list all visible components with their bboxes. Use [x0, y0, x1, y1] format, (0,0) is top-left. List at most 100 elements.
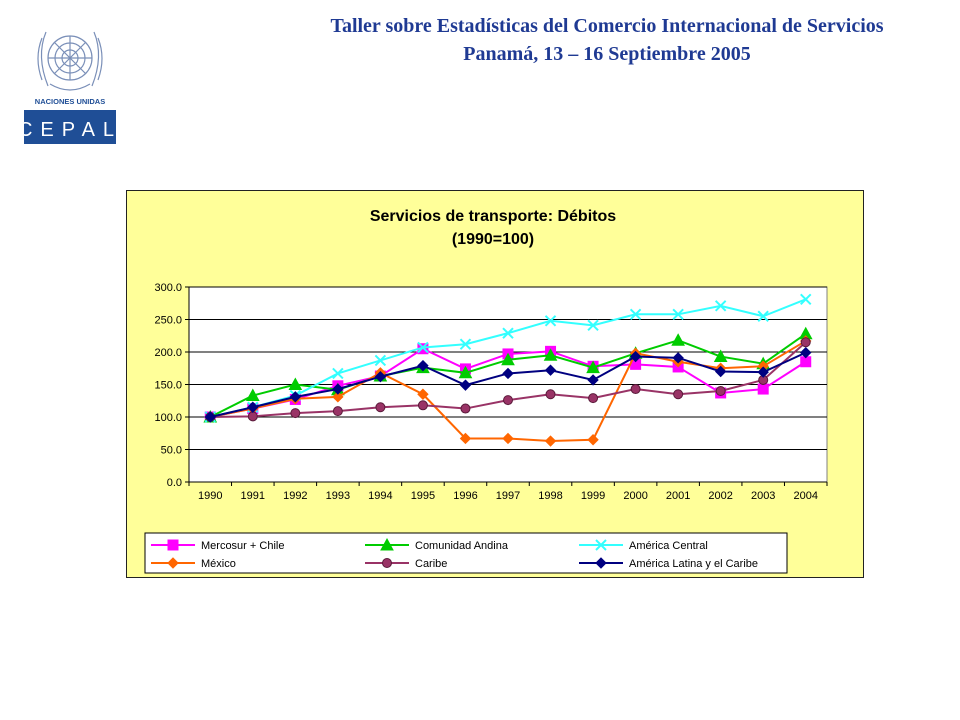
data-point: [417, 359, 429, 372]
data-point: [289, 391, 302, 403]
data-point: [586, 360, 600, 374]
data-point: [544, 364, 557, 376]
y-tick-label: 50.0: [161, 445, 182, 457]
data-point: [247, 411, 258, 422]
data-point: [630, 384, 641, 395]
legend-label: Mercosur + Chile: [201, 540, 284, 552]
data-point: [629, 350, 642, 363]
legend-item: América Latina y el Caribe: [579, 557, 758, 570]
legend-box: [144, 532, 788, 574]
data-point: [757, 310, 769, 322]
data-point: [204, 411, 216, 423]
data-point: [629, 308, 642, 321]
cepal-logo: NACIONES UNIDAS CEPAL: [20, 31, 120, 144]
data-point: [501, 352, 515, 366]
legend-label: México: [201, 558, 236, 570]
x-tick-label: 1994: [368, 490, 392, 502]
y-tick-label: 250.0: [154, 315, 182, 327]
data-point: [245, 388, 260, 402]
data-point: [290, 408, 301, 419]
data-point: [544, 315, 557, 327]
data-point: [459, 432, 472, 445]
data-point: [375, 402, 386, 413]
data-point: [800, 346, 812, 359]
data-point: [800, 293, 812, 306]
y-tick-label: 150.0: [154, 380, 182, 392]
chart-subtitle: (1990=100): [452, 231, 534, 248]
data-point: [713, 349, 728, 363]
x-tick-label: 2000: [623, 490, 647, 502]
data-point: [671, 333, 685, 346]
data-point: [417, 388, 429, 400]
y-tick-label: 0.0: [167, 477, 182, 489]
chart-title: Servicios de transporte: Débitos: [370, 208, 616, 225]
logo-org: NACIONES UNIDAS: [35, 97, 105, 106]
data-point: [460, 403, 471, 414]
un-emblem-icon: [37, 31, 103, 91]
legend-marker: [595, 539, 607, 551]
data-point: [503, 395, 513, 406]
logo-acronym: CEPAL: [20, 119, 120, 141]
logo-band: [24, 110, 116, 144]
x-tick-label: 1999: [581, 490, 605, 502]
series-5: [204, 346, 812, 423]
legend-label: América Central: [629, 540, 708, 552]
legend-label: Comunidad Andina: [415, 540, 509, 552]
data-point: [417, 400, 428, 411]
legend-marker: [167, 557, 179, 569]
x-tick-label: 1993: [326, 490, 350, 502]
plot-area: 0.0 50.0 100.0 150.0 200.0 250.0 300.0 1990 1991…: [154, 282, 828, 502]
x-tick-label: 2001: [666, 490, 690, 502]
y-tick-label: 200.0: [154, 347, 182, 359]
legend-label: Caribe: [415, 558, 447, 570]
legend-item: Comunidad Andina: [365, 537, 509, 552]
data-point: [502, 432, 514, 445]
y-tick-label: 300.0: [154, 282, 182, 294]
chart-container: Servicios de transporte: Débitos (1990=1…: [126, 190, 864, 578]
line-chart: Servicios de transporte: Débitos (1990=1…: [144, 208, 828, 574]
data-point: [800, 337, 811, 348]
x-tick-label: 1996: [453, 490, 477, 502]
data-point: [332, 367, 344, 380]
data-point: [587, 319, 599, 332]
data-point: [459, 338, 472, 350]
data-point: [502, 367, 514, 380]
data-point: [714, 365, 727, 378]
data-point: [673, 389, 684, 400]
x-tick-label: 1992: [283, 490, 307, 502]
legend-item: Caribe: [365, 558, 447, 570]
header-line-1: Taller sobre Estadísticas del Comercio I…: [330, 15, 884, 37]
legend-label: América Latina y el Caribe: [629, 558, 758, 570]
data-point: [672, 308, 684, 321]
x-tick-label: 2004: [793, 490, 817, 502]
data-point: [757, 383, 769, 395]
series-2: [204, 293, 812, 423]
data-point: [459, 379, 472, 391]
x-tick-label: 1990: [198, 490, 222, 502]
data-point: [332, 383, 344, 395]
legend: Mercosur + Chile Comunidad Andina América …: [144, 532, 788, 574]
data-point: [757, 366, 769, 378]
data-point: [545, 389, 556, 400]
x-tick-label: 1997: [496, 490, 520, 502]
data-point: [714, 300, 727, 312]
x-tick-label: 1995: [411, 490, 435, 502]
x-tick-label: 2003: [751, 490, 775, 502]
x-tick-label: 1991: [241, 490, 265, 502]
legend-item: Mercosur + Chile: [151, 539, 284, 552]
data-point: [374, 354, 387, 367]
legend-marker: [382, 558, 392, 568]
data-point: [588, 393, 599, 404]
data-point: [288, 377, 303, 390]
x-tick-label: 2002: [708, 490, 732, 502]
header-line-2: Panamá, 13 – 16 Septiembre 2005: [463, 43, 751, 65]
y-tick-label: 100.0: [154, 412, 182, 424]
data-point: [417, 341, 429, 354]
data-point: [672, 352, 684, 364]
data-point: [332, 391, 344, 403]
header-title: Taller sobre Estadísticas del Comercio I…: [262, 12, 952, 68]
legend-marker: [167, 539, 179, 551]
legend-marker: [380, 537, 394, 551]
data-point: [587, 374, 599, 386]
data-point: [544, 435, 557, 447]
